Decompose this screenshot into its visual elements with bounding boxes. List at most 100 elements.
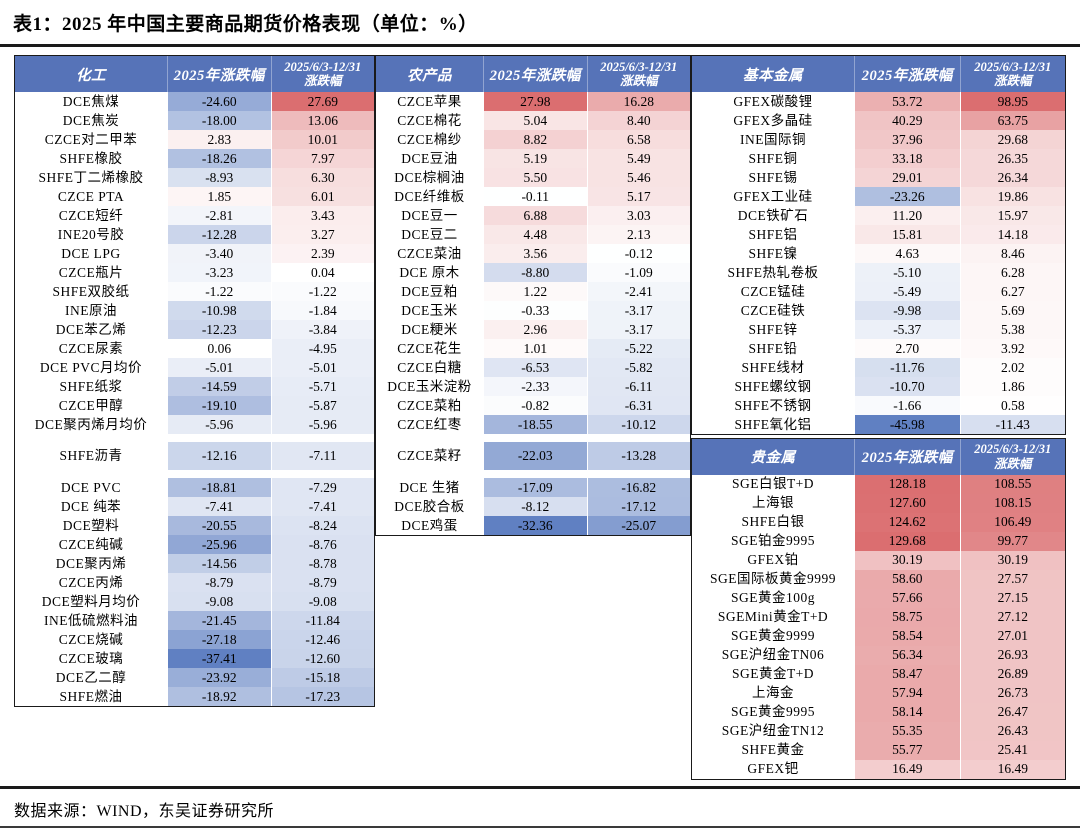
- value-cell-2025-change: 129.68: [854, 531, 960, 551]
- value-cell-2025-change: 55.77: [854, 740, 960, 760]
- table-row: DCE豆油 5.19 5.49: [376, 149, 690, 168]
- value-cell-period-change: 13.06: [270, 111, 374, 130]
- value-cell-period-change: 6.28: [959, 263, 1065, 282]
- value-cell-2025-change: -12.16: [167, 442, 271, 470]
- commodity-name-cell: CZCE棉纱: [376, 130, 483, 149]
- commodity-name-cell: SGE黄金T+D: [692, 664, 854, 684]
- value-cell-2025-change: 4.48: [483, 225, 587, 244]
- table-row: SHFE燃油 -18.92 -17.23: [15, 687, 374, 706]
- table-row: CZCE尿素 0.06 -4.95: [15, 339, 374, 358]
- commodity-name-cell: SGE铂金9995: [692, 531, 854, 551]
- value-cell-period-change: 0.58: [959, 396, 1065, 415]
- value-cell-period-change: 2.02: [959, 358, 1065, 377]
- value-cell-2025-change: -22.03: [483, 442, 587, 470]
- table-row: SHFE镍 4.63 8.46: [692, 244, 1065, 263]
- commodity-name-cell: SHFE双胶纸: [15, 282, 167, 301]
- value-cell-period-change: -8.76: [270, 535, 374, 554]
- table-row: SGE国际板黄金9999 58.60 27.57: [692, 569, 1065, 589]
- value-cell-period-change: 98.95: [959, 92, 1065, 111]
- value-cell-2025-change: -19.10: [167, 396, 271, 415]
- value-cell-period-change: -3.17: [586, 301, 690, 320]
- commodity-name-cell: CZCE PTA: [15, 187, 167, 206]
- value-cell-2025-change: 1.22: [483, 282, 587, 301]
- value-cell-2025-change: 58.14: [854, 702, 960, 722]
- table-row: SHFE氧化铝 -45.98 -11.43: [692, 415, 1065, 434]
- commodity-name-cell: DCE纤维板: [376, 187, 483, 206]
- commodity-name-cell: DCE乙二醇: [15, 668, 167, 687]
- value-cell-period-change: -12.60: [270, 649, 374, 668]
- value-cell-period-change: -17.12: [586, 497, 690, 516]
- value-cell-2025-change: -14.59: [167, 377, 271, 396]
- value-cell-2025-change: 56.34: [854, 645, 960, 665]
- commodity-name-cell: INE低硫燃料油: [15, 611, 167, 630]
- value-cell-period-change: 3.92: [959, 339, 1065, 358]
- commodity-name-cell: DCE粳米: [376, 320, 483, 339]
- commodity-name-cell: CZCE玻璃: [15, 649, 167, 668]
- value-cell-2025-change: -9.98: [854, 301, 960, 320]
- table-row: SHFE锌 -5.37 5.38: [692, 320, 1065, 339]
- table-row: DCE纤维板 -0.11 5.17: [376, 187, 690, 206]
- value-cell-period-change: 8.46: [959, 244, 1065, 263]
- value-cell-2025-change: -10.98: [167, 301, 271, 320]
- commodity-name-cell: SHFE锌: [692, 320, 854, 339]
- value-cell-period-change: -1.22: [270, 282, 374, 301]
- table-row: SGE黄金T+D 58.47 26.89: [692, 664, 1065, 684]
- table-row: SHFE丁二烯橡胶 -8.93 6.30: [15, 168, 374, 187]
- commodity-name-cell: INE原油: [15, 301, 167, 320]
- commodity-name-cell: SHFE锡: [692, 168, 854, 187]
- commodity-name-cell: CZCE丙烯: [15, 573, 167, 592]
- value-cell-2025-change: -18.55: [483, 415, 587, 434]
- commodity-name-cell: INE国际铜: [692, 130, 854, 149]
- commodity-name-cell: DCE PVC月均价: [15, 358, 167, 377]
- table-row: DCE焦炭 -18.00 13.06: [15, 111, 374, 130]
- commodity-name-cell: CZCE菜油: [376, 244, 483, 263]
- value-cell-period-change: 27.57: [959, 569, 1065, 589]
- value-cell-period-change: 16.49: [959, 759, 1065, 779]
- value-cell-period-change: -6.31: [586, 396, 690, 415]
- value-cell-period-change: -15.18: [270, 668, 374, 687]
- value-cell-period-change: 3.27: [270, 225, 374, 244]
- value-cell-2025-change: 8.82: [483, 130, 587, 149]
- value-cell-2025-change: 1.85: [167, 187, 271, 206]
- table-row: DCE玉米淀粉 -2.33 -6.11: [376, 377, 690, 396]
- value-cell-period-change: -0.12: [586, 244, 690, 263]
- table-row: DCE 纯苯 -7.41 -7.41: [15, 497, 374, 516]
- value-cell-2025-change: -5.01: [167, 358, 271, 377]
- table-row: CZCE红枣 -18.55 -10.12: [376, 415, 690, 434]
- row-spacer: [376, 434, 690, 442]
- table-row: DCE豆粕 1.22 -2.41: [376, 282, 690, 301]
- commodity-name-cell: DCE聚丙烯月均价: [15, 415, 167, 434]
- commodity-name-cell: SGE黄金100g: [692, 588, 854, 608]
- commodity-name-cell: SGE国际板黄金9999: [692, 569, 854, 589]
- table-row: CZCE甲醇 -19.10 -5.87: [15, 396, 374, 415]
- col-header-period-change: 2025/6/3-12/31 涨跌幅: [270, 56, 375, 92]
- value-cell-2025-change: -21.45: [167, 611, 271, 630]
- value-cell-2025-change: 6.88: [483, 206, 587, 225]
- commodity-name-cell: SGEMini黄金T+D: [692, 607, 854, 627]
- value-cell-2025-change: 27.98: [483, 92, 587, 111]
- table-row: SHFE不锈钢 -1.66 0.58: [692, 396, 1065, 415]
- value-cell-2025-change: 16.49: [854, 759, 960, 779]
- commodity-name-cell: SGE黄金9995: [692, 702, 854, 722]
- table-row: DCE LPG -3.40 2.39: [15, 244, 374, 263]
- commodity-name-cell: DCE胶合板: [376, 497, 483, 516]
- value-cell-period-change: 6.01: [270, 187, 374, 206]
- table-row: CZCE烧碱 -27.18 -12.46: [15, 630, 374, 649]
- value-cell-period-change: 27.12: [959, 607, 1065, 627]
- value-cell-period-change: -10.12: [586, 415, 690, 434]
- value-cell-period-change: -3.84: [270, 320, 374, 339]
- value-cell-period-change: 99.77: [959, 531, 1065, 551]
- table-row: CZCE菜粕 -0.82 -6.31: [376, 396, 690, 415]
- table-header-row: 化工 2025年涨跌幅 2025/6/3-12/31 涨跌幅: [15, 56, 374, 92]
- value-cell-2025-change: -25.96: [167, 535, 271, 554]
- value-cell-period-change: -8.78: [270, 554, 374, 573]
- table-row: SHFE纸浆 -14.59 -5.71: [15, 377, 374, 396]
- base-metals-table: 基本金属 2025年涨跌幅 2025/6/3-12/31 涨跌幅 GFEX碳酸锂 53.7…: [691, 55, 1066, 435]
- commodity-name-cell: CZCE硅铁: [692, 301, 854, 320]
- commodity-name-cell: SHFE铜: [692, 149, 854, 168]
- value-cell-2025-change: -5.37: [854, 320, 960, 339]
- table-row: SHFE锡 29.01 26.34: [692, 168, 1065, 187]
- row-spacer: [15, 470, 374, 478]
- value-cell-2025-change: -8.80: [483, 263, 587, 282]
- value-cell-period-change: 0.04: [270, 263, 374, 282]
